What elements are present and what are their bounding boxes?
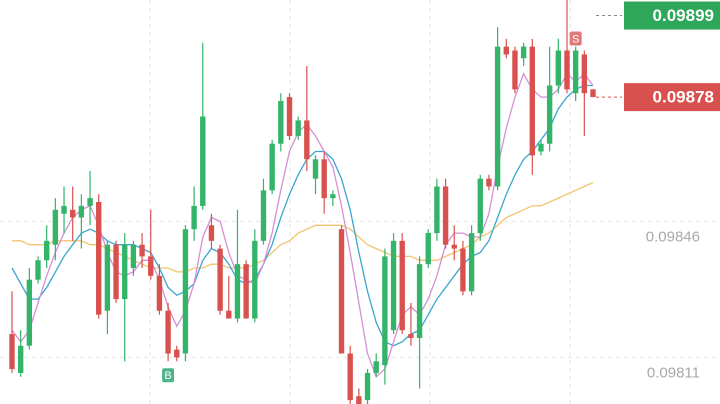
candle-body xyxy=(546,85,553,144)
candle-body xyxy=(156,275,163,311)
candle-body xyxy=(356,396,362,404)
candle-body xyxy=(269,143,275,191)
price-label: 0.09899 xyxy=(653,6,714,25)
candle-body xyxy=(260,190,267,241)
trade-marker-label: S xyxy=(572,33,579,45)
y-tick-label: 0.09811 xyxy=(647,364,700,381)
candle-body xyxy=(208,225,215,241)
candle-body xyxy=(200,116,206,206)
candle-body xyxy=(26,279,33,346)
candle-body xyxy=(382,256,388,366)
candle-body xyxy=(581,54,588,94)
candle-body xyxy=(338,229,345,354)
candle-body xyxy=(330,194,336,199)
candle-body xyxy=(408,334,414,338)
candle-body xyxy=(486,178,492,187)
candle-body xyxy=(122,244,128,300)
candle-body xyxy=(442,186,449,245)
candle-body xyxy=(460,248,466,292)
candle-body xyxy=(78,205,85,218)
candle-body xyxy=(503,46,509,55)
candle-body xyxy=(87,198,93,206)
candle-body xyxy=(347,353,353,401)
candle-body xyxy=(373,361,379,373)
candle-body xyxy=(165,310,171,354)
candle-body xyxy=(286,97,293,136)
candle-body xyxy=(104,244,111,311)
candle-body xyxy=(512,50,518,90)
candle-body xyxy=(295,120,301,136)
moving-average-line xyxy=(11,84,593,347)
price-label-box xyxy=(624,83,720,112)
candle-body xyxy=(9,334,15,370)
candle-body xyxy=(312,159,319,179)
candle-body xyxy=(43,240,50,261)
candle-body xyxy=(416,264,423,338)
candle-body xyxy=(494,46,501,187)
candle-body xyxy=(590,89,596,98)
candle-body xyxy=(364,372,371,401)
candle-body xyxy=(174,349,180,358)
candle-body xyxy=(451,244,457,249)
candle-body xyxy=(61,205,67,214)
candle-body xyxy=(113,244,119,300)
y-tick-label: 0.09846 xyxy=(646,228,700,245)
candle-body xyxy=(35,260,41,280)
trade-marker xyxy=(162,368,175,383)
candle-body xyxy=(278,101,284,144)
candle-body xyxy=(425,233,431,265)
candle-body xyxy=(234,264,241,319)
trade-marker-label: B xyxy=(164,370,171,382)
candle-body xyxy=(564,50,570,90)
candle-body xyxy=(191,205,197,230)
candle-body xyxy=(217,248,223,311)
candle-body xyxy=(96,202,102,315)
candle-body xyxy=(252,240,258,319)
candle-body xyxy=(572,50,579,94)
candle-body xyxy=(17,345,24,373)
candle-body xyxy=(52,209,59,245)
candle-body xyxy=(538,143,544,152)
candle-body xyxy=(148,256,154,276)
price-label-box xyxy=(624,1,720,30)
candle-body xyxy=(243,264,249,319)
candle-body xyxy=(130,244,137,269)
candle-body xyxy=(139,244,145,257)
candle-body xyxy=(555,50,562,86)
price-label: 0.09878 xyxy=(653,88,714,107)
vertical-grid xyxy=(149,0,571,404)
trade-marker xyxy=(569,31,582,46)
candle-body xyxy=(434,186,440,234)
candle-body xyxy=(477,178,483,234)
candle-body xyxy=(529,46,535,156)
candle-body xyxy=(468,233,475,292)
candle-body xyxy=(182,229,189,354)
candle-body xyxy=(70,209,76,218)
candle-body xyxy=(321,159,327,199)
candle-body xyxy=(304,120,310,160)
candle-body xyxy=(390,240,397,331)
candle-body xyxy=(226,310,232,319)
candle-body xyxy=(520,46,527,59)
candle-body xyxy=(399,240,405,331)
